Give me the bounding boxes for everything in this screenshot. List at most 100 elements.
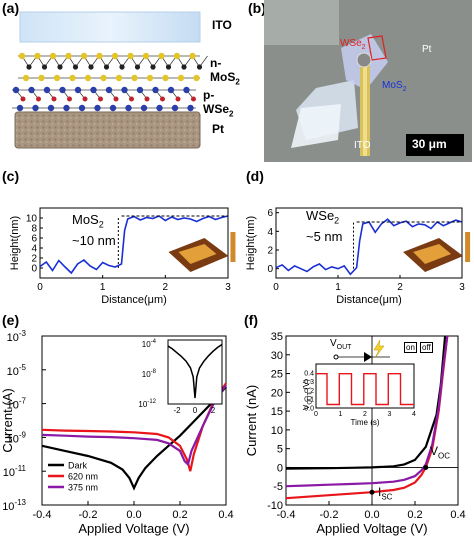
selenium-atom xyxy=(74,86,82,94)
panel-c-label: (c) xyxy=(2,168,20,184)
panel-f: (f) -0.4 -0.2 0.0 0.2 0.4 -10 -5 0 5 10 15 20 25 30 35… xyxy=(240,312,474,540)
selenium-atom xyxy=(156,104,163,112)
sulfur-atom xyxy=(34,52,41,60)
molybdenum-atom xyxy=(181,64,187,70)
mos2-thickness-annotation: MoS2 ~10 nm xyxy=(72,212,116,248)
inset-y-tick-label: 0.4 xyxy=(304,370,314,377)
legend-label: 620 nm xyxy=(68,472,98,482)
y-tick-label: 2 xyxy=(31,254,37,265)
panel-a-label: (a) xyxy=(2,0,20,16)
y-tick-label: 25 xyxy=(271,369,283,381)
x-tick-label: 3 xyxy=(225,282,231,293)
selenium-atom xyxy=(105,86,113,94)
plot-frame xyxy=(39,207,229,279)
panel-b-label: (b) xyxy=(248,0,266,16)
x-axis-label: Applied Voltage (V) xyxy=(78,521,189,536)
inset-x-tick-label: -2 xyxy=(173,406,181,415)
iv-linear-chart: -0.4 -0.2 0.0 0.2 0.4-10-505101520253035Appl… xyxy=(244,331,466,536)
y-tick-label: 10-5 xyxy=(7,363,27,378)
x-axis-label: Applied Voltage (V) xyxy=(316,521,427,536)
panel-f-label: (f) xyxy=(244,312,258,328)
voc-point xyxy=(423,464,429,470)
inset-x-tick-label: 4 xyxy=(412,411,416,418)
selenium-atom xyxy=(171,104,179,112)
x-tick-label: 1 xyxy=(100,282,106,293)
micro-pt-label: Pt xyxy=(422,44,432,55)
inset-y-tick-label: 10-4 xyxy=(142,339,157,349)
y-tick-label: 15 xyxy=(271,406,283,418)
y-tick-label: 10-3 xyxy=(7,329,27,344)
molybdenum-atom xyxy=(26,64,32,70)
sulfur-atom xyxy=(49,52,57,60)
inset-y-tick-label: 10-12 xyxy=(138,399,156,409)
molybdenum-atom xyxy=(88,64,94,70)
y-tick-label: 5 xyxy=(277,444,283,456)
molybdenum-atom xyxy=(72,64,79,70)
y-tick-label: 10-11 xyxy=(3,464,27,479)
x-tick-label: 2 xyxy=(397,282,403,293)
tungsten-atom xyxy=(20,96,26,102)
voc-label: VOC xyxy=(430,444,451,461)
inset-x-tick-label: 2 xyxy=(211,406,216,415)
sulfur-atom xyxy=(127,52,134,60)
sulfur-atom xyxy=(142,52,150,60)
vout-label: VOUT xyxy=(330,338,352,351)
inset-x-axis-label: Time (s) xyxy=(350,418,379,427)
sulfur-atom xyxy=(84,74,92,82)
y-tick-label: -10 xyxy=(267,500,283,512)
tungsten-atom xyxy=(144,96,150,102)
selenium-atom xyxy=(63,104,70,112)
x-tick-label: 0.4 xyxy=(218,509,233,521)
circuit-terminal xyxy=(333,354,339,360)
selenium-atom xyxy=(121,86,128,94)
tungsten-atom xyxy=(129,96,134,102)
sulfur-atom xyxy=(22,74,30,82)
isc-point xyxy=(369,489,375,495)
sulfur-atom xyxy=(18,52,26,60)
inset-ylabel: VOUT (V) xyxy=(302,379,314,410)
selenium-atom xyxy=(140,104,148,112)
sulfur-atom xyxy=(158,52,165,60)
x-tick-label: 0.0 xyxy=(364,509,379,521)
tungsten-atom xyxy=(51,96,57,102)
selenium-atom xyxy=(43,86,51,94)
y-tick-label: 0 xyxy=(277,462,283,474)
selenium-atom xyxy=(78,104,86,112)
sulfur-atom xyxy=(80,52,88,60)
x-axis-label: Distance(μm) xyxy=(101,294,167,306)
inset-y-tick-label: 0.1 xyxy=(304,397,314,404)
pt-layer xyxy=(14,111,201,149)
optical-micrograph xyxy=(264,0,472,162)
x-tick-label: -0.4 xyxy=(277,509,296,521)
light-bolt-icon xyxy=(373,339,385,359)
tungsten-atom xyxy=(82,96,88,102)
molybdenum-atom xyxy=(165,64,172,70)
on-label: on xyxy=(404,342,417,353)
selenium-atom xyxy=(90,86,97,94)
molybdenum-atom xyxy=(41,64,48,70)
legend-label: Dark xyxy=(68,461,88,471)
inset-y-tick-label: 0.3 xyxy=(304,379,314,386)
y-axis-label: Current (A) xyxy=(0,388,15,452)
sulfur-atom xyxy=(100,74,107,82)
pt-label: Pt xyxy=(212,122,224,136)
selenium-atom xyxy=(183,86,190,94)
y-tick-label: 8 xyxy=(31,224,37,235)
inset-y-tick-label: 0.0 xyxy=(304,406,314,413)
micro-ito-label: ITO xyxy=(354,140,371,151)
molybdenum-atom xyxy=(196,64,203,70)
x-tick-label: -0.2 xyxy=(320,509,339,521)
selenium-atom xyxy=(32,104,39,112)
y-tick-label: 2 xyxy=(267,246,273,257)
tungsten-atom xyxy=(98,96,103,102)
afm-colorbar xyxy=(465,232,471,262)
height-profile-line xyxy=(275,218,463,276)
y-tick-label: 10 xyxy=(271,425,283,437)
afm-flake xyxy=(178,244,217,264)
y-tick-label: 6 xyxy=(267,208,273,219)
panel-b: (b) WSe2 Pt MoS2 ITO 30 μm xyxy=(246,0,474,165)
x-tick-label: 0.2 xyxy=(172,509,187,521)
panel-a: (a) ITO n-MoS2 p-WSe2 Pt xyxy=(0,0,240,165)
y-tick-label: 10-13 xyxy=(2,498,26,513)
